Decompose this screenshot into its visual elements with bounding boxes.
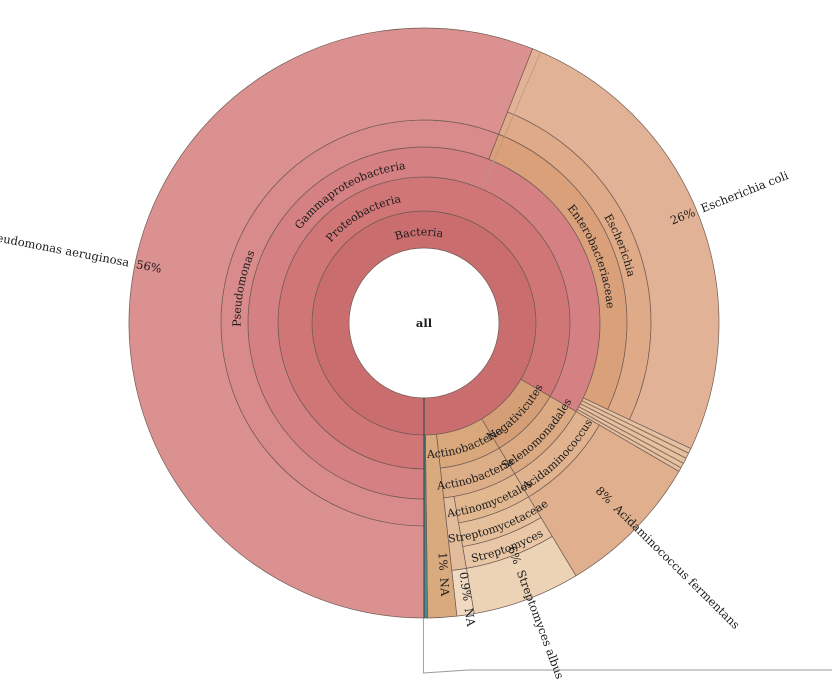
callout-leader-line	[423, 618, 832, 674]
ring-label-bacteria: Bacteria	[393, 225, 444, 242]
sliver-line-top	[481, 51, 542, 190]
wedge-escherichia-coli[interactable]	[507, 48, 720, 449]
sliver-line-4	[577, 408, 682, 469]
sliver-line-2	[580, 403, 687, 459]
wedge-pseudomonas-aeruginosa[interactable]	[128, 27, 533, 619]
sliver-line-1	[581, 400, 689, 454]
sunburst-layers: BacteriaProteobacteriaGammaproteobacteri…	[0, 27, 832, 681]
sliver-line-3	[578, 406, 684, 464]
outer-label-8-acidaminococcus-fermentans: 8% Acidaminococcus fermentans	[593, 484, 743, 632]
outer-label-1-na: 1% NA	[435, 552, 452, 597]
center-label: all	[416, 316, 433, 330]
